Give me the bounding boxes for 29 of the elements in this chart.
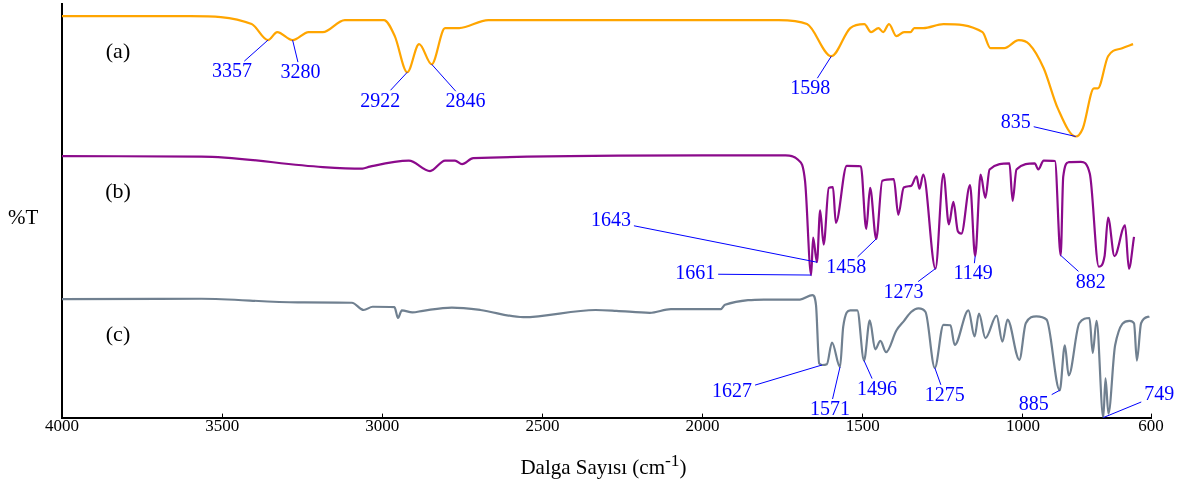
- x-tick-label: 2000: [685, 416, 720, 436]
- series-label: (a): [105, 37, 131, 63]
- x-axis-title: Dalga Sayısı (cm$^{-1}$): [519, 450, 688, 480]
- annotation: 1275: [924, 383, 965, 406]
- x-tick-label: 600: [1138, 416, 1164, 436]
- annotation: 835: [1000, 109, 1031, 132]
- x-tick-label: 3000: [365, 416, 400, 436]
- annotation: 2846: [445, 89, 486, 112]
- annotation: 1458: [826, 255, 867, 278]
- annotation: 1661: [675, 261, 716, 284]
- series-label: (c): [105, 320, 131, 346]
- annotation: 1149: [953, 261, 993, 284]
- x-tick-label: 3500: [205, 416, 240, 436]
- annotation: 3280: [280, 60, 321, 83]
- annotation: 882: [1075, 269, 1106, 292]
- series-label: (b): [105, 177, 131, 203]
- x-tick-label: 2500: [525, 416, 560, 436]
- annotation: 2922: [360, 88, 401, 111]
- y-axis-title: %T: [8, 205, 39, 230]
- annotation: 1643: [590, 208, 631, 231]
- x-tick-label: 4000: [45, 416, 79, 436]
- annotation: 885: [1018, 391, 1049, 414]
- annotation: 749: [1144, 381, 1175, 404]
- annotation: 1598: [790, 76, 831, 99]
- x-tick-label: 1000: [1005, 416, 1040, 436]
- annotation: 1273: [883, 279, 924, 302]
- annotation: 1496: [857, 376, 898, 399]
- annotation: 1627: [712, 379, 753, 402]
- annotation: 3357: [211, 59, 252, 82]
